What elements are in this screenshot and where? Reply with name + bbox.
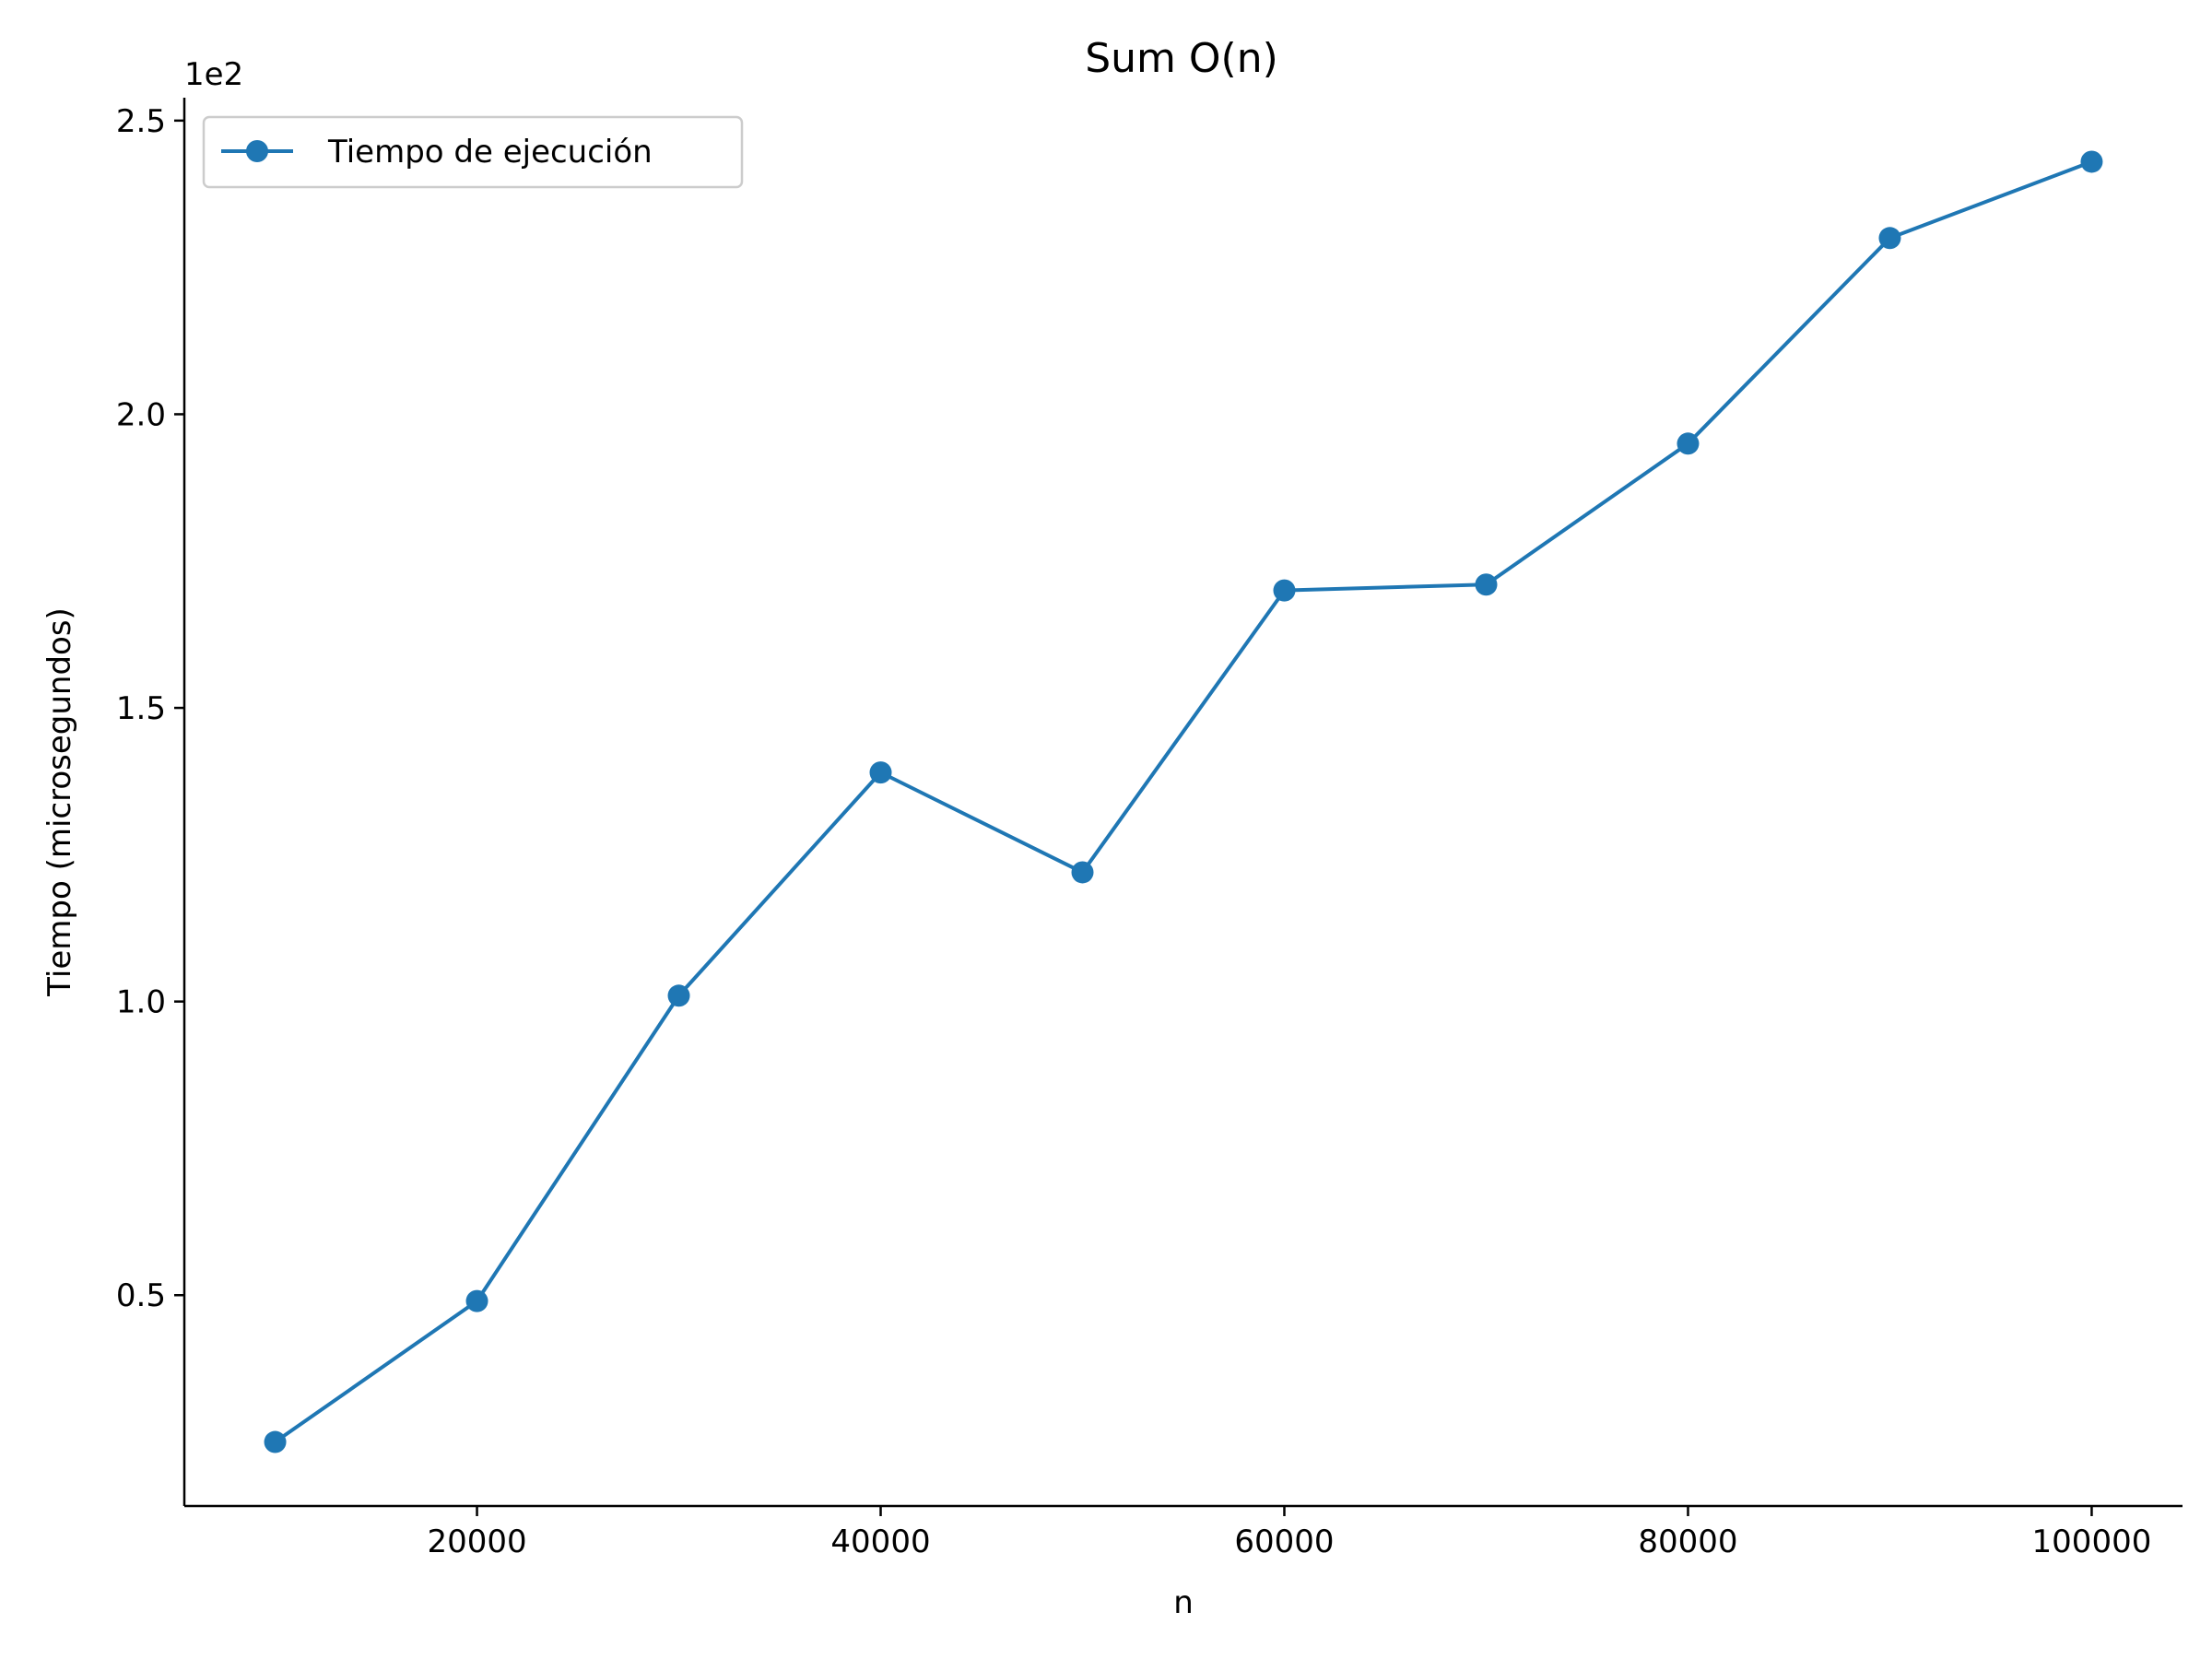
data-point (1071, 861, 1094, 884)
legend-box (202, 115, 744, 189)
data-point (667, 984, 690, 1007)
y-tick-label: 0.5 (116, 1277, 166, 1314)
y-tick-label: 2.5 (116, 103, 166, 140)
plot-area (264, 150, 2103, 1453)
y-tick-label: 1.5 (116, 690, 166, 727)
data-point (264, 1430, 287, 1453)
x-axis-label: n (1173, 1584, 1194, 1621)
data-point (1677, 432, 1700, 455)
x-tick-label: 80000 (1638, 1524, 1737, 1560)
x-tick-label: 60000 (1234, 1524, 1334, 1560)
data-point (1273, 579, 1296, 602)
x-tick-label: 100000 (2032, 1524, 2152, 1560)
data-point (869, 761, 892, 784)
x-tick-label: 20000 (427, 1524, 526, 1560)
data-point (1878, 227, 1901, 250)
chart-title: Sum O(n) (1085, 35, 1278, 82)
legend-marker-sample (246, 140, 268, 162)
y-tick-label: 2.0 (116, 396, 166, 433)
y-axis-ticks: 0.5 1.0 1.5 2.0 2.5 (116, 103, 184, 1314)
data-point (1475, 573, 1498, 596)
x-tick-label: 40000 (830, 1524, 930, 1560)
y-tick-label: 1.0 (116, 984, 166, 1021)
series-line (274, 159, 2093, 1444)
legend-entry-label: Tiempo de ejecución (327, 134, 653, 171)
legend: Tiempo de ejecución (202, 115, 744, 189)
axes (182, 98, 2183, 1508)
x-axis-ticks: 20000 40000 60000 80000 100000 (427, 1506, 2151, 1560)
data-point (2080, 150, 2103, 173)
y-axis-offset-label: 1e2 (184, 56, 243, 93)
y-axis-label: Tiempo (microsegundos) (41, 607, 78, 997)
data-point (465, 1289, 488, 1312)
